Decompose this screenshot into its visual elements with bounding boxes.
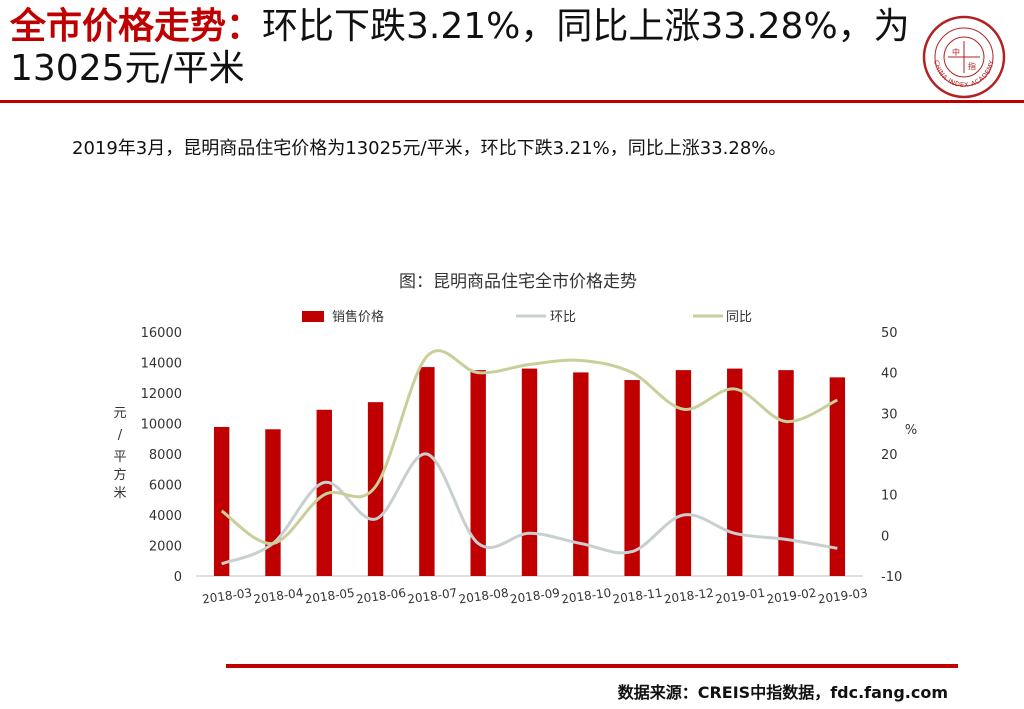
svg-text:指: 指 [968, 61, 976, 71]
x-tick-label: 2019-01 [714, 586, 766, 607]
yoy-line [220, 349, 839, 545]
price-bar [213, 426, 230, 576]
x-tick-label: 2018-07 [407, 586, 459, 607]
y-axis-left-title: 元 / 平 方 米 [113, 406, 126, 501]
legend-label-price: 销售价格 [332, 309, 384, 325]
x-tick-label: 2019-02 [766, 586, 818, 607]
legend-label-mom: 环比 [550, 310, 576, 325]
y-right-tick-label: -10 [881, 570, 902, 585]
y-left-tick-label: 2000 [149, 540, 182, 555]
price-bar [265, 429, 281, 576]
data-source-note: 数据来源：CREIS中指数据，fdc.fang.com [617, 683, 948, 702]
x-tick-label: 2019-03 [817, 586, 869, 607]
y-right-tick-label: 20 [881, 448, 898, 463]
y-axis-left-title-char: 平 [113, 450, 126, 465]
y-axis-right-title: % [905, 423, 917, 438]
page-title: 全市价格走势：环比下跌3.21%，同比上涨33.28%，为13025元/平米 [10, 6, 910, 90]
y-axis-left-title-char: 米 [113, 486, 126, 501]
price-bar [675, 370, 692, 576]
y-axis-left-title-char: 元 [113, 406, 126, 421]
price-bar [573, 372, 589, 576]
x-tick-label: 2018-11 [612, 586, 664, 607]
y-axis-left-title-char: 方 [113, 467, 126, 483]
chart-title: 图：昆明商品住宅全市价格走势 [399, 272, 637, 292]
price-bar [521, 368, 538, 576]
x-tick-label: 2018-10 [560, 586, 612, 607]
y-left-tick-label: 8000 [149, 448, 182, 463]
x-tick-label: 2018-06 [355, 586, 407, 607]
svg-text:中: 中 [952, 47, 960, 57]
mom-line [221, 452, 838, 566]
y-left-tick-label: 16000 [141, 326, 182, 341]
y-right-tick-label: 10 [881, 489, 898, 504]
page-title-highlight: 全市价格走势： [10, 6, 263, 47]
x-tick-label: 2018-03 [201, 586, 253, 607]
price-bar [316, 409, 332, 576]
x-tick-label: 2018-09 [509, 586, 561, 607]
legend-label-yoy: 同比 [726, 310, 752, 325]
legend-swatch-price [302, 311, 324, 322]
y-axis-left-title-char: / [118, 428, 123, 443]
y-right-tick-label: 40 [881, 367, 898, 382]
title-divider [0, 100, 1024, 103]
y-right-tick-label: 0 [881, 529, 889, 544]
x-tick-label: 2018-05 [304, 586, 356, 607]
summary-text: 2019年3月，昆明商品住宅价格为13025元/平米，环比下跌3.21%，同比上… [72, 138, 787, 159]
price-bar [727, 368, 743, 576]
y-left-tick-label: 6000 [149, 479, 182, 494]
y-left-tick-label: 12000 [141, 387, 182, 402]
price-bar [470, 370, 486, 576]
footer-divider [226, 664, 958, 668]
page-title-rest: 环比下跌3.21%，同比上涨33.28%，为13025元/平米 [10, 6, 910, 89]
y-left-tick-label: 4000 [149, 509, 182, 524]
x-tick-label: 2018-08 [458, 586, 510, 607]
x-tick-label: 2018-12 [663, 586, 715, 607]
price-bar [624, 380, 640, 576]
price-bar [778, 370, 794, 576]
y-right-tick-label: 30 [881, 407, 898, 422]
price-bar [367, 402, 384, 576]
china-index-academy-seal-logo: 中 指 CHINA INDEX ACADEMY [922, 15, 1006, 99]
y-right-tick-label: 50 [881, 326, 898, 341]
y-left-tick-label: 0 [174, 570, 182, 585]
y-left-tick-label: 14000 [141, 357, 182, 372]
price-bar [829, 377, 846, 576]
x-tick-label: 2018-04 [253, 586, 305, 607]
price-bar [419, 367, 435, 576]
y-left-tick-label: 10000 [141, 418, 182, 433]
